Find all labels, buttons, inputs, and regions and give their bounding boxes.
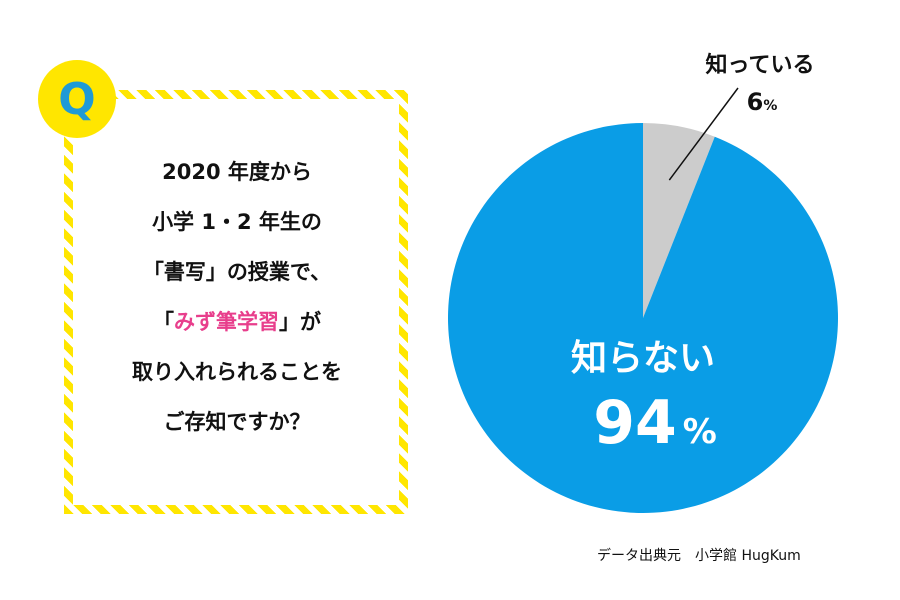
question-line-5: 取り入れられることを — [132, 360, 342, 384]
question-line-4: 「みず筆学習」が — [82, 297, 392, 347]
value-know: 6% — [747, 88, 778, 116]
pie-slice-know — [643, 123, 715, 318]
question-line-2: 小学 1・2 年生の — [152, 210, 322, 234]
question-line-3: 「書写」の授業で、 — [142, 260, 332, 284]
label-know: 知っている — [706, 52, 815, 78]
question-line-6: ご存知ですか？ — [163, 410, 311, 434]
question-accent-term: みず筆学習 — [174, 310, 279, 334]
unit-know: % — [763, 98, 777, 114]
question-box: 2020 年度から 小学 1・2 年生の 「書写」の授業で、 「みず筆学習」が … — [64, 90, 408, 514]
question-text: 2020 年度から 小学 1・2 年生の 「書写」の授業で、 「みず筆学習」が … — [82, 147, 392, 447]
leader-line — [668, 87, 739, 181]
q-badge: Q — [38, 60, 116, 138]
question-close-bracket: 」が — [279, 310, 321, 334]
label-dont-know: 知らない — [571, 338, 715, 379]
data-source: データ出典元 小学館 HugKum — [597, 548, 801, 564]
unit-dont-know: % — [683, 412, 717, 452]
question-open-bracket: 「 — [153, 310, 174, 334]
pie-slice-dont-know — [448, 123, 838, 513]
question-line-1: 2020 年度から — [162, 160, 312, 184]
